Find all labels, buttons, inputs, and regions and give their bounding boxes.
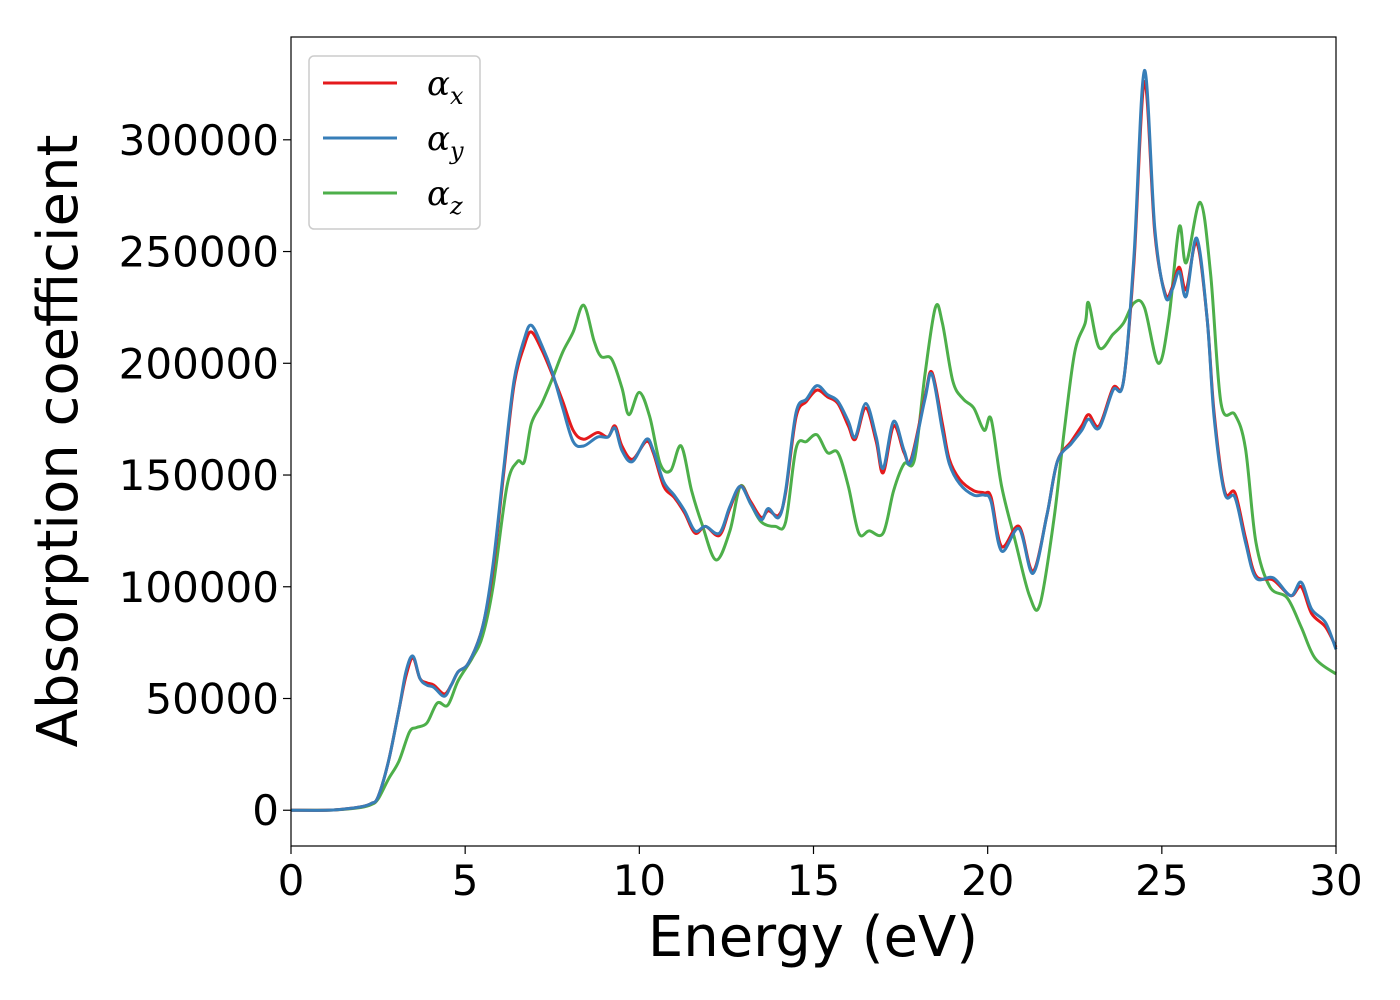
- legend-box: [308, 55, 481, 230]
- y-tick-label: 300000: [119, 116, 279, 165]
- y-tick-label: 0: [252, 786, 279, 835]
- y-axis: 0 50000 100000 150000 200000 250000 300000: [119, 116, 291, 835]
- legend: αx αy αz: [308, 55, 481, 230]
- x-tick-label: 20: [961, 856, 1014, 905]
- series-line-z: [290, 200, 1337, 812]
- legend-label-y: αy: [427, 119, 464, 165]
- x-tick-label: 5: [452, 856, 479, 905]
- legend-label-x: αx: [427, 64, 464, 110]
- y-axis-title: Absorption coefficient: [26, 135, 91, 748]
- x-tick-label: 15: [787, 856, 840, 905]
- x-tick-label: 30: [1309, 856, 1362, 905]
- x-tick-label: 25: [1135, 856, 1188, 905]
- y-tick-label: 100000: [119, 563, 279, 612]
- legend-label-z: αz: [427, 174, 463, 220]
- y-tick-label: 150000: [119, 451, 279, 500]
- series-line-y: [290, 69, 1338, 812]
- y-tick-label: 250000: [119, 228, 279, 277]
- x-axis-title: Energy (eV): [648, 905, 978, 970]
- y-tick-label: 50000: [145, 675, 279, 724]
- x-tick-label: 0: [278, 856, 305, 905]
- x-axis: 0 5 10 15 20 25 30: [278, 846, 1363, 905]
- y-tick-label: 200000: [119, 339, 279, 388]
- x-tick-label: 10: [613, 856, 666, 905]
- series-layer: [290, 69, 1338, 812]
